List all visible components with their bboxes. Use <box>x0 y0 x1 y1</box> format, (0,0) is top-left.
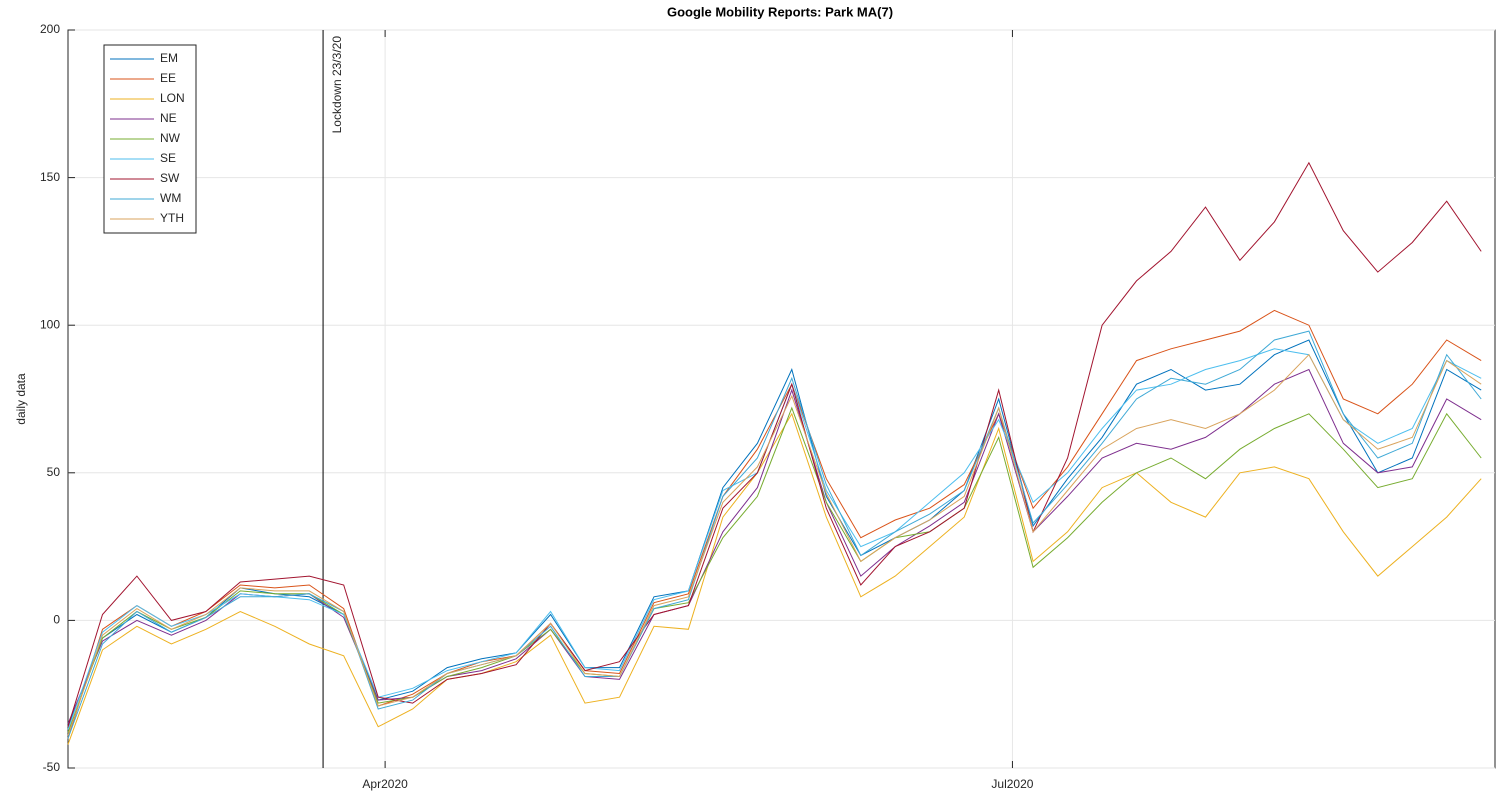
y-tick-label: 150 <box>40 170 60 184</box>
legend-label: SE <box>160 151 176 165</box>
legend-label: EE <box>160 71 176 85</box>
x-tick-label: Apr2020 <box>362 777 408 791</box>
series-line <box>67 309 1482 739</box>
legend-label: NW <box>160 131 181 145</box>
chart-title: Google Mobility Reports: Park MA(7) <box>667 4 893 19</box>
legend-label: LON <box>160 91 185 105</box>
y-tick-label: 50 <box>47 465 61 479</box>
series-line <box>67 161 1482 727</box>
x-tick-label: Jul2020 <box>991 777 1033 791</box>
y-tick-label: -50 <box>43 760 61 774</box>
y-tick-label: 200 <box>40 22 60 36</box>
legend-label: YTH <box>160 211 184 225</box>
series-line <box>67 412 1482 745</box>
y-tick-label: 0 <box>53 613 60 627</box>
legend-label: SW <box>160 171 180 185</box>
series-line <box>67 330 1482 739</box>
legend-label: EM <box>160 51 178 65</box>
series-line <box>67 353 1482 736</box>
legend: EM EE LON NE NW SE SW WM YTH <box>103 44 197 234</box>
y-tick-label: 100 <box>40 317 60 331</box>
plot-area <box>67 29 1496 769</box>
lockdown-label: Lockdown 23/3/20 <box>330 36 344 134</box>
y-axis-label: daily data <box>14 373 28 425</box>
legend-label: NE <box>160 111 177 125</box>
legend-label: WM <box>160 191 181 205</box>
series-line <box>67 339 1482 727</box>
